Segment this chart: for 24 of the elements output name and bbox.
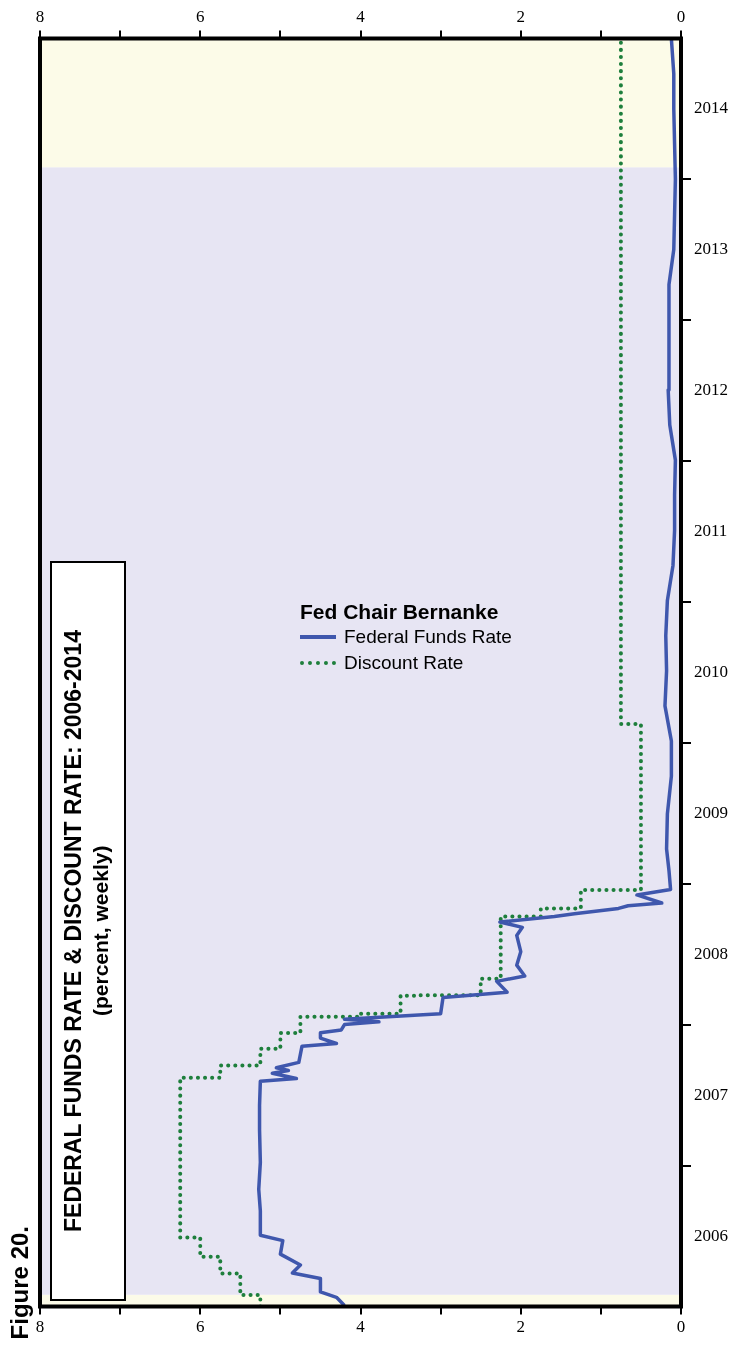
y-tick-label: 2011 <box>694 521 728 541</box>
y-tick-label: 2006 <box>694 1225 728 1245</box>
y-tick-label: 2008 <box>694 943 728 963</box>
x2-tick-label: 4 <box>356 1317 366 1337</box>
x2-tick-label: 2 <box>516 1317 525 1337</box>
y-tick-label: 2007 <box>694 1085 729 1105</box>
legend-label: Discount Rate <box>344 652 464 674</box>
x2-tick-label: 6 <box>196 1317 205 1337</box>
x-tick-label: 8 <box>35 6 45 26</box>
x-tick-label: 0 <box>676 6 686 26</box>
y-tick-label: 2009 <box>694 802 728 822</box>
legend-label: Federal Funds Rate <box>344 626 512 648</box>
y-tick-label: 2010 <box>694 662 728 682</box>
legend-title: Fed Chair Bernanke <box>300 600 500 624</box>
x-tick-label: 6 <box>196 6 205 26</box>
x-tick-label: 2 <box>516 6 525 26</box>
caption: Figure 20. <box>6 1225 34 1339</box>
y-tick-label: 2013 <box>694 239 728 259</box>
y-tick-label: 2012 <box>694 380 728 400</box>
title-box: FEDERAL FUNDS RATE & DISCOUNT RATE: 2006-2014 (percent, weekly) <box>50 561 126 1301</box>
y-tick-label: 2014 <box>694 98 729 118</box>
x2-tick-label: 0 <box>676 1317 686 1337</box>
x2-tick-label: 8 <box>35 1317 45 1337</box>
x-tick-label: 4 <box>356 6 366 26</box>
